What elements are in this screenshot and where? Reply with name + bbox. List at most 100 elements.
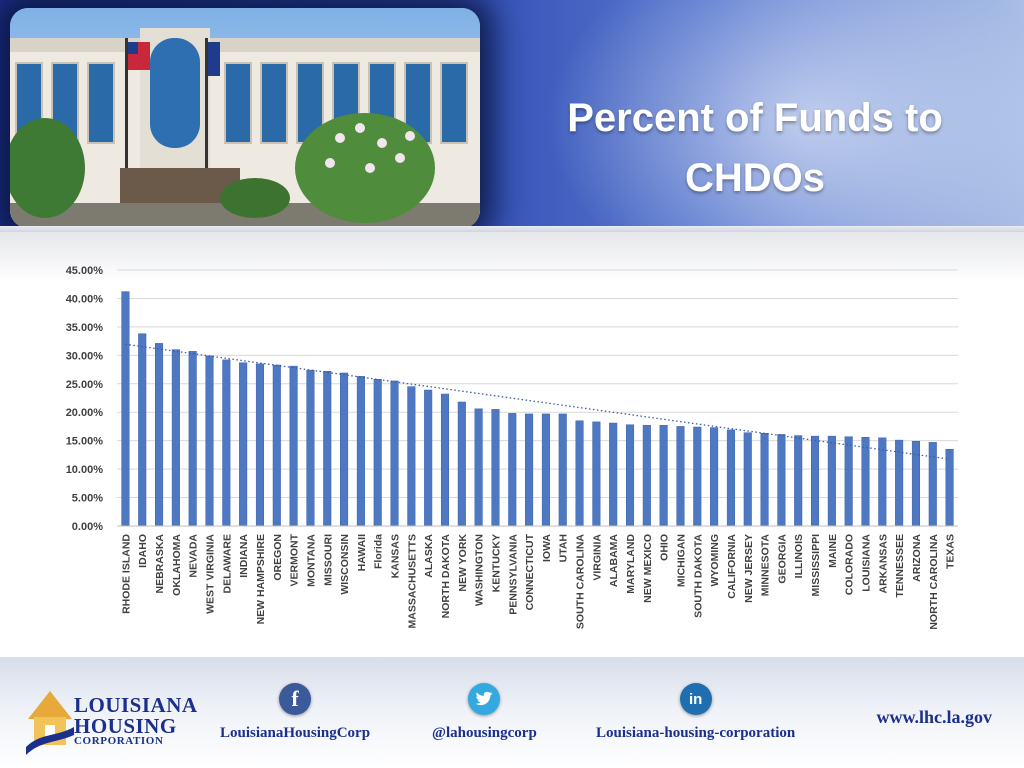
- x-tick-label: WASHINGTON: [474, 534, 486, 606]
- linkedin-label[interactable]: Louisiana-housing-corporation: [596, 725, 796, 741]
- logo-text-line1: LOUISIANA: [74, 693, 198, 717]
- x-tick-label: MARYLAND: [625, 534, 637, 594]
- x-tick-label: SOUTH DAKOTA: [692, 534, 704, 618]
- x-tick-label: ALASKA: [423, 534, 435, 578]
- bar-massachusetts: [407, 386, 416, 527]
- bar-tennessee: [895, 439, 904, 527]
- y-axis-labels: 0.00% 5.00% 10.00% 15.00% 20.00% 25.00% 30.00%…: [66, 265, 104, 533]
- bar-texas: [945, 448, 954, 527]
- building-illustration: [10, 8, 480, 228]
- x-tick-label: VIRGINIA: [591, 534, 603, 581]
- header-divider: [0, 226, 1024, 232]
- logo-text-line2: HOUSING: [74, 714, 177, 738]
- x-tick-label: CONNECTICUT: [524, 533, 536, 610]
- lhc-logo[interactable]: LOUISIANA HOUSING CORPORATION: [26, 681, 197, 755]
- y-tick-label: 45.00%: [66, 265, 104, 277]
- y-tick-label: 0.00%: [72, 521, 103, 533]
- bar-alabama: [609, 422, 618, 527]
- x-tick-label: NEW HAMPSHIRE: [255, 534, 267, 624]
- x-tick-label: TEXAS: [945, 534, 957, 569]
- bar-nebraska: [155, 343, 164, 527]
- x-tick-label: NORTH CAROLINA: [928, 534, 940, 630]
- bar-florida: [373, 378, 382, 527]
- x-tick-label: VERMONT: [289, 533, 301, 586]
- x-tick-label: NEW JERSEY: [743, 534, 755, 603]
- x-tick-label: WEST VIRGINIA: [205, 534, 217, 614]
- x-tick-label: OREGON: [272, 534, 284, 581]
- facebook-label[interactable]: LouisianaHousingCorp: [220, 725, 371, 741]
- linkedin-link[interactable]: in Louisiana-housing-corporation: [596, 683, 795, 742]
- y-tick-label: 30.00%: [66, 350, 104, 362]
- x-tick-label: MICHIGAN: [675, 534, 687, 587]
- x-tick-label: NEVADA: [188, 534, 200, 578]
- y-tick-label: 25.00%: [66, 379, 104, 391]
- bar-rhode-island: [121, 291, 130, 527]
- y-tick-label: 35.00%: [66, 322, 104, 334]
- page-title: Percent of Funds to CHDOs: [520, 88, 990, 208]
- trend-line: [125, 343, 950, 460]
- bar-idaho: [138, 333, 147, 527]
- title-line-1: Percent of Funds to: [567, 96, 943, 140]
- bar-illinois: [794, 435, 803, 527]
- chart-area: 0.00% 5.00% 10.00% 15.00% 20.00% 25.00% 30.00%…: [0, 232, 1024, 657]
- bar-nevada: [188, 351, 197, 527]
- footer: LOUISIANA HOUSING CORPORATION f Louisian…: [0, 657, 1024, 768]
- logo-text-line3: CORPORATION: [74, 735, 164, 747]
- y-tick-label: 20.00%: [66, 407, 104, 419]
- bar-hawaii: [356, 376, 365, 527]
- x-tick-label: NEW MEXICO: [642, 534, 654, 603]
- bar-montana: [306, 369, 315, 527]
- facebook-link[interactable]: f LouisianaHousingCorp: [220, 683, 370, 742]
- bar-north-dakota: [440, 393, 450, 527]
- bar-maine: [827, 435, 836, 527]
- chart-bars: [121, 291, 954, 527]
- x-tick-label: MAINE: [827, 534, 839, 568]
- y-tick-label: 15.00%: [66, 436, 104, 448]
- bar-oklahoma: [171, 349, 180, 527]
- bar-arkansas: [878, 437, 887, 527]
- twitter-icon[interactable]: [468, 683, 501, 715]
- bar-colorado: [844, 436, 853, 527]
- bar-utah: [558, 413, 567, 527]
- x-tick-label: NEW YORK: [457, 534, 469, 592]
- x-tick-label: LOUISIANA: [860, 534, 872, 592]
- house-logo-icon: [26, 691, 74, 755]
- x-tick-label: GEORGIA: [776, 534, 788, 584]
- bar-arizona: [911, 440, 920, 527]
- bar-washington: [474, 408, 483, 527]
- x-tick-label: HAWAII: [356, 534, 368, 571]
- website-link[interactable]: www.lhc.la.gov: [876, 707, 992, 727]
- x-tick-label: PENNSYLVANIA: [507, 534, 519, 615]
- bar-california: [726, 429, 735, 527]
- x-tick-label: IDAHO: [137, 534, 149, 568]
- x-tick-label: CALIFORNIA: [726, 534, 738, 599]
- x-tick-label: UTAH: [558, 534, 570, 562]
- twitter-label[interactable]: @lahousingcorp: [432, 725, 537, 741]
- bar-new-york: [457, 401, 466, 527]
- title-line-2: CHDOs: [684, 156, 826, 200]
- x-tick-label: MASSACHUSETTS: [406, 534, 418, 629]
- bar-connecticut: [525, 413, 534, 527]
- x-tick-label: COLORADO: [844, 534, 856, 595]
- bar-oregon: [272, 364, 281, 527]
- x-tick-label: NEBRASKA: [154, 534, 166, 594]
- bar-kentucky: [491, 409, 500, 527]
- x-tick-label: WYOMING: [709, 534, 721, 587]
- bar-south-carolina: [575, 420, 584, 527]
- x-tick-label: ARIZONA: [911, 534, 923, 582]
- facebook-icon[interactable]: f: [279, 683, 312, 715]
- y-tick-label: 10.00%: [66, 464, 104, 476]
- bar-new-jersey: [743, 432, 752, 527]
- bar-kansas: [390, 380, 399, 527]
- x-tick-label: ARKANSAS: [877, 534, 889, 594]
- bar-missouri: [323, 371, 332, 527]
- x-tick-label: MONTANA: [305, 534, 317, 587]
- x-tick-label: OKLAHOMA: [171, 534, 183, 596]
- x-tick-label: ALABAMA: [608, 534, 620, 587]
- bar-michigan: [676, 426, 685, 527]
- bar-mississippi: [810, 435, 820, 527]
- x-tick-label: SOUTH CAROLINA: [575, 534, 587, 629]
- twitter-link[interactable]: @lahousingcorp: [432, 683, 537, 742]
- bar-delaware: [222, 359, 231, 527]
- linkedin-icon[interactable]: in: [679, 683, 712, 715]
